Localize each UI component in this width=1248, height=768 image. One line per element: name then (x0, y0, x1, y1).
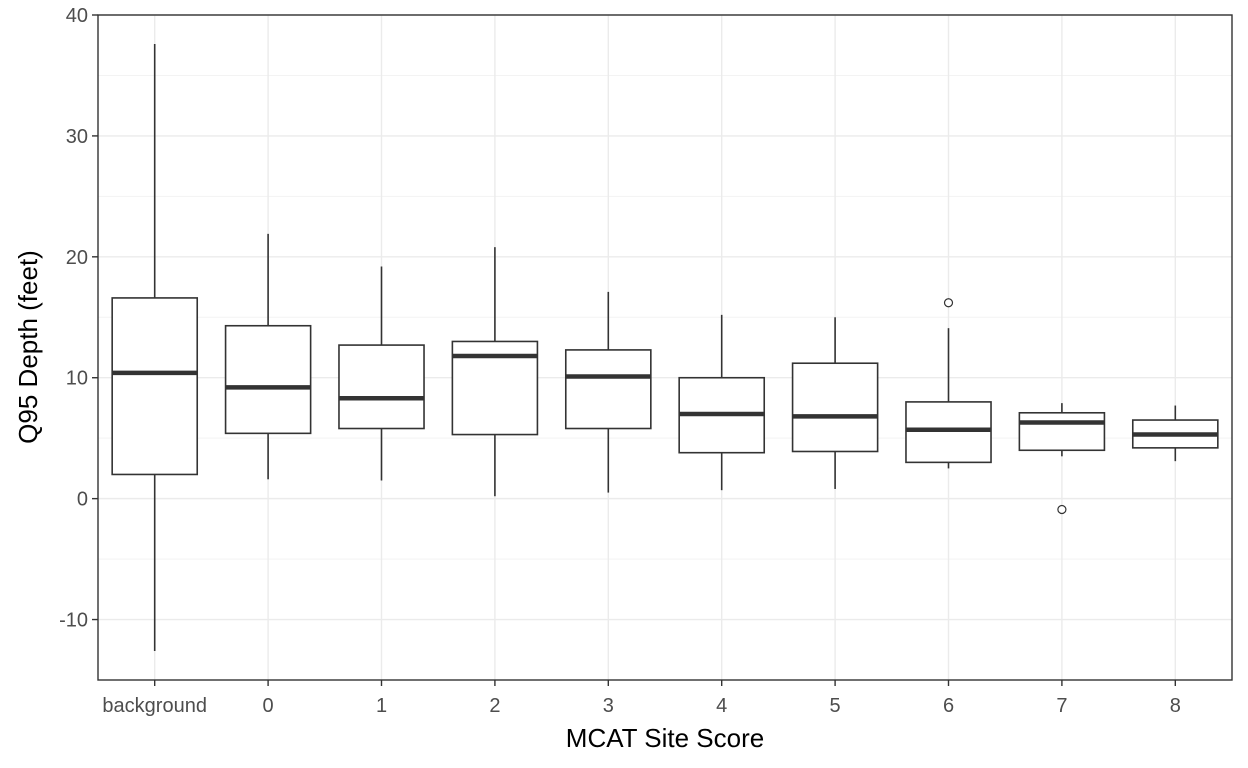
outlier-point (943, 298, 954, 308)
x-tick-label: 6 (943, 695, 954, 717)
box-4 (678, 314, 766, 491)
iqr-box (791, 362, 879, 453)
box-1 (338, 266, 425, 481)
y-tick-label: 0 (77, 489, 88, 511)
y-tick-label: -10 (59, 610, 88, 632)
y-tick-label: 20 (66, 247, 88, 269)
outlier-point (1057, 504, 1067, 515)
x-tick-label: 8 (1170, 695, 1181, 717)
y-tick-label: 10 (66, 368, 88, 390)
x-axis-title: MCAT Site Score (566, 723, 764, 753)
box-5 (791, 317, 879, 489)
iqr-box (564, 349, 652, 430)
box-8 (1131, 405, 1219, 462)
box-6 (905, 298, 992, 469)
x-tick-label: 4 (716, 695, 727, 717)
x-tick-label: background (102, 695, 207, 717)
iqr-box (905, 401, 992, 464)
boxes-layer (111, 44, 1219, 651)
x-tick-label: 1 (376, 695, 387, 717)
x-tick-label: 2 (489, 695, 500, 717)
x-tick-label: 0 (263, 695, 274, 717)
box-0 (224, 233, 312, 480)
y-tick-label: 40 (66, 5, 88, 27)
iqr-box (224, 324, 312, 435)
x-tick-label: 3 (603, 695, 614, 717)
iqr-box (338, 344, 425, 430)
iqr-box (111, 297, 199, 476)
x-tick-label: 7 (1056, 695, 1067, 717)
y-axis: -10 0 10 20 30 40 (59, 5, 98, 632)
x-tick-label: 5 (830, 695, 841, 717)
box-7 (1018, 403, 1106, 515)
box-background (111, 44, 199, 651)
box-2 (451, 247, 539, 497)
iqr-box (1018, 411, 1106, 452)
y-tick-label: 30 (66, 126, 88, 148)
panel-border (97, 14, 1233, 681)
y-axis-title: Q95 Depth (feet) (13, 250, 43, 444)
x-axis: background 0 1 2 3 4 5 6 7 8 (102, 680, 1181, 717)
box-3 (564, 291, 652, 493)
